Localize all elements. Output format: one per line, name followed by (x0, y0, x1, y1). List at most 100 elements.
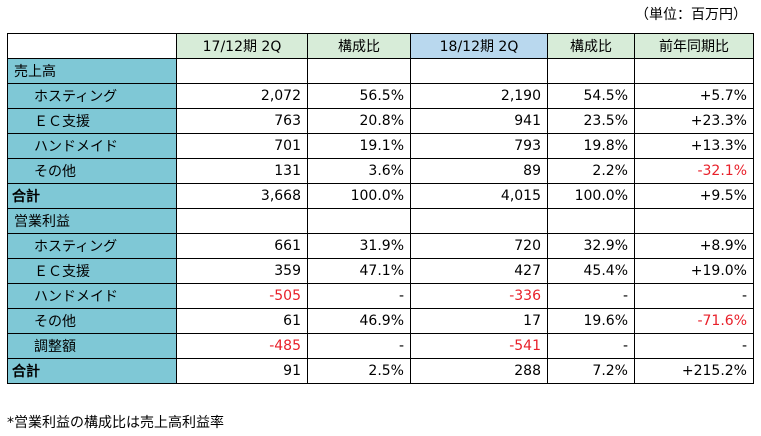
cell-yoy (634, 58, 754, 84)
cell-value-17: 359 (176, 258, 308, 284)
table-row: 合計 3,668 100.0% 4,015 100.0% +9.5% (7, 183, 754, 209)
cell-value-17: 3,668 (176, 183, 308, 209)
table-row: ホスティング 2,072 56.5% 2,190 54.5% +5.7% (7, 83, 754, 109)
cell-ratio-18: - (547, 283, 635, 309)
cell-value-18: 427 (410, 258, 548, 284)
cell-value-18: 720 (410, 233, 548, 259)
financial-table: 17/12期 2Q 構成比 18/12期 2Q 構成比 前年同期比 売上高 ホステ… (7, 33, 754, 384)
table-row: 売上高 (7, 58, 754, 84)
cell-ratio-18: 23.5% (547, 108, 635, 134)
cell-value-18 (410, 58, 548, 84)
cell-value-18: 793 (410, 133, 548, 159)
cell-ratio-17: 56.5% (307, 83, 411, 109)
cell-value-17: -485 (176, 333, 308, 359)
cell-ratio-17: 3.6% (307, 158, 411, 184)
cell-ratio-18: 19.8% (547, 133, 635, 159)
row-label: その他 (7, 308, 177, 334)
cell-ratio-18: 2.2% (547, 158, 635, 184)
table-row: その他 131 3.6% 89 2.2% -32.1% (7, 158, 754, 184)
table-row: ＥＣ支援 359 47.1% 427 45.4% +19.0% (7, 258, 754, 284)
row-label: 調整額 (7, 333, 177, 359)
cell-yoy: +13.3% (634, 133, 754, 159)
cell-yoy: +8.9% (634, 233, 754, 259)
row-label: ホスティング (7, 83, 177, 109)
row-label: 売上高 (7, 58, 177, 84)
cell-ratio-18 (547, 58, 635, 84)
table-row: その他 61 46.9% 17 19.6% -71.6% (7, 308, 754, 334)
cell-value-18 (410, 208, 548, 234)
cell-value-17 (176, 208, 308, 234)
header-ratio-18: 構成比 (547, 33, 635, 59)
cell-yoy (634, 208, 754, 234)
cell-ratio-17: 2.5% (307, 358, 411, 384)
cell-ratio-17: - (307, 333, 411, 359)
cell-value-17: 61 (176, 308, 308, 334)
cell-value-18: 941 (410, 108, 548, 134)
table-row: 調整額 -485- -541- - (7, 333, 754, 359)
cell-value-17: 661 (176, 233, 308, 259)
cell-yoy: - (634, 283, 754, 309)
cell-ratio-17: 46.9% (307, 308, 411, 334)
unit-label: （単位：百万円） (635, 7, 747, 23)
cell-value-17: -505 (176, 283, 308, 309)
row-label: ハンドメイド (7, 283, 177, 309)
cell-ratio-18: 100.0% (547, 183, 635, 209)
cell-yoy: +23.3% (634, 108, 754, 134)
row-label: 合計 (7, 358, 177, 384)
cell-ratio-17: - (307, 283, 411, 309)
cell-ratio-17 (307, 58, 411, 84)
row-label: 営業利益 (7, 208, 177, 234)
cell-ratio-17: 100.0% (307, 183, 411, 209)
header-period-18: 18/12期 2Q (410, 33, 548, 59)
cell-yoy: -32.1% (634, 158, 754, 184)
cell-ratio-18 (547, 208, 635, 234)
cell-ratio-17 (307, 208, 411, 234)
cell-value-17: 91 (176, 358, 308, 384)
cell-ratio-17: 31.9% (307, 233, 411, 259)
table-row: ＥＣ支援 763 20.8% 941 23.5% +23.3% (7, 108, 754, 134)
row-label: その他 (7, 158, 177, 184)
cell-yoy: - (634, 333, 754, 359)
header-row: 17/12期 2Q 構成比 18/12期 2Q 構成比 前年同期比 (7, 33, 754, 59)
header-ratio-17: 構成比 (307, 33, 411, 59)
cell-value-17: 131 (176, 158, 308, 184)
cell-ratio-18: 45.4% (547, 258, 635, 284)
table-row: ホスティング 661 31.9% 720 32.9% +8.9% (7, 233, 754, 259)
cell-ratio-18: 7.2% (547, 358, 635, 384)
cell-value-18: 2,190 (410, 83, 548, 109)
row-label: ＥＣ支援 (7, 108, 177, 134)
cell-value-17: 2,072 (176, 83, 308, 109)
cell-yoy: -71.6% (634, 308, 754, 334)
row-label: 合計 (7, 183, 177, 209)
cell-value-18: -541 (410, 333, 548, 359)
cell-value-18: 17 (410, 308, 548, 334)
row-label: ホスティング (7, 233, 177, 259)
cell-value-18: 288 (410, 358, 548, 384)
table-row: ハンドメイド 701 19.1% 793 19.8% +13.3% (7, 133, 754, 159)
cell-value-17: 701 (176, 133, 308, 159)
footnote: *営業利益の構成比は売上高利益率 (7, 415, 224, 431)
table-row: ハンドメイド -505- -336- - (7, 283, 754, 309)
row-label: ＥＣ支援 (7, 258, 177, 284)
cell-ratio-17: 47.1% (307, 258, 411, 284)
cell-ratio-17: 20.8% (307, 108, 411, 134)
header-yoy: 前年同期比 (634, 33, 754, 59)
cell-ratio-18: 19.6% (547, 308, 635, 334)
cell-ratio-17: 19.1% (307, 133, 411, 159)
cell-value-18: -336 (410, 283, 548, 309)
table-row: 営業利益 (7, 208, 754, 234)
table-row: 合計 91 2.5% 288 7.2% +215.2% (7, 358, 754, 384)
header-corner (7, 33, 177, 59)
cell-ratio-18: 32.9% (547, 233, 635, 259)
cell-value-18: 89 (410, 158, 548, 184)
cell-value-18: 4,015 (410, 183, 548, 209)
cell-yoy: +9.5% (634, 183, 754, 209)
cell-value-17: 763 (176, 108, 308, 134)
row-label: ハンドメイド (7, 133, 177, 159)
cell-yoy: +19.0% (634, 258, 754, 284)
cell-yoy: +215.2% (634, 358, 754, 384)
table-body: 売上高 ホスティング 2,072 56.5% 2,190 54.5% +5.7% ＥＣ支援 76… (7, 58, 754, 384)
header-period-17: 17/12期 2Q (176, 33, 308, 59)
cell-yoy: +5.7% (634, 83, 754, 109)
cell-ratio-18: 54.5% (547, 83, 635, 109)
